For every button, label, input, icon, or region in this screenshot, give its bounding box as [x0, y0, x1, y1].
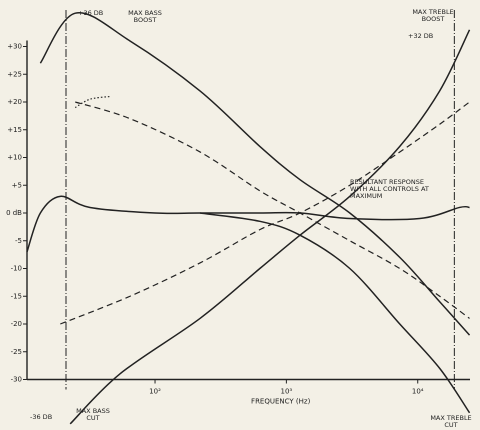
y-tick-label: 0 dB: [6, 209, 22, 217]
y-tick-label: -15: [11, 292, 22, 300]
response-curve: [39, 12, 471, 336]
y-tick-label: -20: [11, 320, 22, 328]
y-tick-label: -5: [15, 237, 22, 245]
annotation: -36 dB: [30, 413, 53, 421]
annotation: +32 dB: [408, 32, 434, 40]
x-tick-label: 10⁴: [412, 388, 424, 396]
response-curve: [69, 29, 471, 425]
y-tick-label: +15: [7, 126, 22, 134]
y-tick-label: +30: [7, 43, 22, 51]
x-tick-label: 10³: [281, 388, 293, 396]
annotation: MAX TREBLE CUT: [430, 414, 472, 429]
x-tick-label: 10²: [149, 388, 161, 396]
y-tick-label: +25: [7, 70, 22, 78]
annotation: +36 dB: [78, 9, 104, 17]
annotation: RESULTANT RESPONSE WITH ALL CONTROLS AT …: [350, 178, 429, 200]
response-curve: [199, 212, 471, 414]
y-tick-label: -10: [11, 265, 22, 273]
y-tick-label: +5: [12, 181, 22, 189]
y-tick-label: -25: [11, 348, 22, 356]
y-tick-label: +20: [7, 98, 22, 106]
x-axis-label: FREQUENCY (Hz): [251, 398, 311, 406]
response-curve: [60, 101, 470, 325]
annotation: MAX TREBLE BOOST: [412, 8, 454, 23]
annotation: MAX BASS BOOST: [128, 9, 162, 24]
response-curve: [74, 95, 111, 109]
response-curve: [26, 195, 470, 253]
y-tick-label: -30: [11, 376, 22, 384]
y-tick-label: +10: [7, 154, 22, 162]
annotation: MAX BASS CUT: [76, 407, 110, 422]
